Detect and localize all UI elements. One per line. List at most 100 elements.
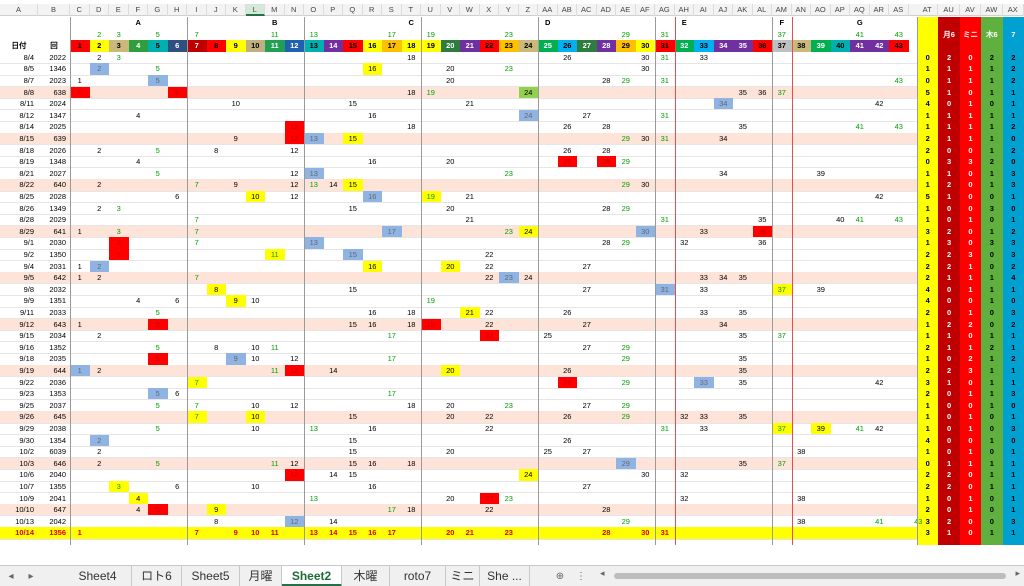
number-cell[interactable]: 8 <box>214 516 219 526</box>
number-cell[interactable]: 13 <box>304 133 324 145</box>
sheet-tab-8[interactable]: She ... <box>480 566 530 586</box>
number-cell[interactable]: 6 <box>175 482 180 491</box>
summary-cell[interactable]: 2 <box>1011 261 1016 271</box>
sheet-tab-7[interactable]: ミニ <box>446 566 480 586</box>
number-cell[interactable]: 38 <box>797 493 806 503</box>
number-cell[interactable]: 5 <box>148 353 168 365</box>
number-cell[interactable]: 29 <box>621 76 630 85</box>
round-cell[interactable]: 647 <box>53 505 66 515</box>
column-header-o[interactable]: O <box>304 4 324 16</box>
number-header-16[interactable]: 16 <box>362 40 382 52</box>
number-cell[interactable]: 26 <box>563 145 572 155</box>
number-cell[interactable]: 2 <box>89 63 109 75</box>
number-cell[interactable]: 18 <box>407 122 416 132</box>
number-cell[interactable]: 13 <box>304 167 324 180</box>
summary-cell[interactable]: 1 <box>925 354 930 364</box>
column-header-v[interactable]: V <box>441 4 460 16</box>
summary-cell[interactable]: 2 <box>925 482 930 491</box>
weekday-header-1[interactable]: ミニ <box>962 29 978 39</box>
round-cell[interactable]: 2028 <box>49 192 66 201</box>
number-cell[interactable]: 37 <box>777 87 786 97</box>
number-cell[interactable]: 22 <box>485 319 494 329</box>
summary-cell[interactable]: 0 <box>989 447 994 457</box>
number-cell[interactable]: 20 <box>446 412 455 422</box>
number-cell[interactable]: 22 <box>485 250 494 259</box>
number-cell[interactable]: 11 <box>270 458 279 468</box>
number-cell[interactable]: 7 <box>194 226 199 236</box>
column-header-ai[interactable]: AI <box>694 4 714 16</box>
summary-cell[interactable]: 2 <box>947 319 952 329</box>
summary-cell[interactable]: 0 <box>989 261 994 271</box>
number-header-35[interactable]: 35 <box>733 40 753 52</box>
round-cell[interactable]: 2023 <box>49 76 66 85</box>
round-cell[interactable]: 2035 <box>49 354 66 364</box>
number-cell[interactable]: 33 <box>699 226 708 236</box>
summary-cell[interactable]: 1 <box>1011 331 1016 341</box>
number-cell[interactable]: 42 <box>875 99 884 109</box>
number-cell[interactable]: 43 <box>894 76 903 85</box>
date-cell[interactable]: 9/5 <box>23 273 34 283</box>
round-cell[interactable]: 2038 <box>49 424 66 433</box>
summary-cell[interactable]: 0 <box>947 284 952 294</box>
date-cell[interactable]: 8/22 <box>19 180 34 190</box>
summary-cell[interactable]: 1 <box>989 435 994 445</box>
number-cell[interactable]: 33 <box>699 412 708 422</box>
number-cell[interactable]: 28 <box>602 145 611 155</box>
number-cell[interactable]: 32 <box>680 470 689 480</box>
top-number-cell[interactable]: 13 <box>309 29 318 39</box>
summary-cell[interactable]: 1 <box>925 412 930 422</box>
number-header-29[interactable]: 29 <box>616 40 636 52</box>
number-cell[interactable]: 5 <box>155 458 160 468</box>
number-cell[interactable]: 24 <box>518 469 538 481</box>
summary-cell[interactable]: 3 <box>1011 180 1016 190</box>
number-cell[interactable]: 32 <box>680 238 689 248</box>
summary-cell[interactable]: 2 <box>989 157 994 167</box>
summary-cell[interactable]: 3 <box>947 238 952 248</box>
round-cell[interactable]: 2024 <box>49 99 66 109</box>
number-cell[interactable]: 1 <box>77 76 82 85</box>
number-cell[interactable]: 41 <box>855 215 864 225</box>
number-cell[interactable]: 22 <box>485 261 494 271</box>
number-cell[interactable]: 2 <box>97 447 102 457</box>
round-header[interactable]: 回 <box>50 41 58 51</box>
column-header-av[interactable]: AV <box>960 4 982 16</box>
number-cell[interactable]: 6 <box>175 296 180 306</box>
number-header-34[interactable]: 34 <box>713 40 733 52</box>
scroll-tabs-left-icon[interactable]: ◂ <box>8 571 14 582</box>
summary-cell[interactable]: 1 <box>989 377 994 387</box>
number-cell[interactable]: 20 <box>446 76 455 85</box>
date-cell[interactable]: 10/2 <box>19 447 34 457</box>
summary-cell[interactable]: 1 <box>947 377 952 387</box>
number-header-24[interactable]: 24 <box>518 40 538 52</box>
column-header-k[interactable]: K <box>226 4 246 16</box>
number-cell[interactable]: 25 <box>543 331 552 341</box>
summary-cell[interactable]: 2 <box>947 52 952 62</box>
number-cell[interactable]: 24 <box>524 273 533 283</box>
column-header-ad[interactable]: AD <box>597 4 616 16</box>
summary-cell[interactable]: 2 <box>925 342 930 352</box>
date-cell[interactable]: 9/25 <box>19 400 34 410</box>
number-cell[interactable]: 8 <box>206 283 226 296</box>
number-cell[interactable]: 10 <box>251 528 260 538</box>
summary-cell[interactable]: 2 <box>1011 354 1016 364</box>
summary-cell[interactable]: 1 <box>925 493 930 503</box>
number-header-43[interactable]: 43 <box>889 40 909 52</box>
column-header-t[interactable]: T <box>402 4 421 16</box>
summary-cell[interactable]: 1 <box>989 528 994 538</box>
summary-cell[interactable]: 4 <box>925 284 930 294</box>
number-cell[interactable]: 12 <box>284 469 304 481</box>
date-cell[interactable]: 8/15 <box>19 134 34 143</box>
summary-cell[interactable]: 1 <box>925 203 930 213</box>
date-cell[interactable]: 9/8 <box>23 284 34 294</box>
number-cell[interactable]: 5 <box>155 400 160 410</box>
number-cell[interactable]: 34 <box>719 168 728 178</box>
number-cell[interactable]: 5 <box>155 308 160 317</box>
number-cell[interactable]: 30 <box>641 528 650 538</box>
summary-cell[interactable]: 1 <box>947 87 952 97</box>
summary-cell[interactable]: 1 <box>925 319 930 329</box>
summary-cell[interactable]: 1 <box>989 470 994 480</box>
summary-cell[interactable]: 1 <box>947 110 952 120</box>
number-cell[interactable]: 8 <box>214 145 219 155</box>
column-header-x[interactable]: X <box>480 4 499 16</box>
summary-cell[interactable]: 1 <box>1011 458 1016 468</box>
